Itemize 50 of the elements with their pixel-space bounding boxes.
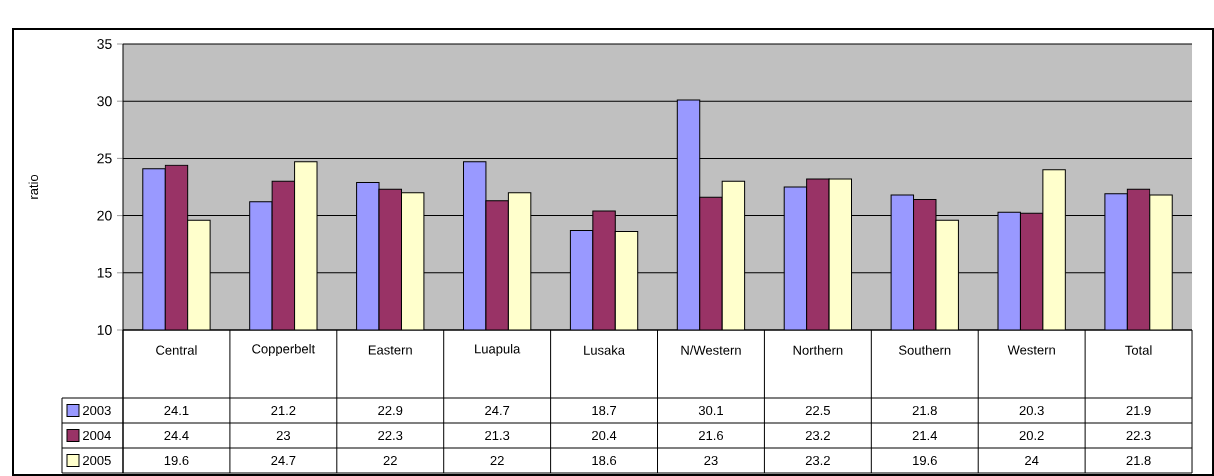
data-label: 22 bbox=[383, 455, 397, 466]
data-label: 20.2 bbox=[1019, 430, 1044, 441]
x-tick-label: Central bbox=[156, 345, 197, 355]
data-label: 18.7 bbox=[592, 405, 617, 416]
data-label: 20.3 bbox=[1019, 405, 1044, 416]
legend-label: 2003 bbox=[83, 405, 111, 416]
data-label: 20.4 bbox=[592, 430, 617, 441]
data-label: 21.8 bbox=[1126, 455, 1151, 466]
data-label: 22.3 bbox=[1126, 430, 1151, 441]
data-label: 30.1 bbox=[698, 405, 723, 416]
data-label: 24.7 bbox=[271, 455, 296, 466]
x-tick-label: Lusaka bbox=[584, 345, 625, 355]
y-tick-label: 20 bbox=[97, 210, 112, 221]
data-label: 23 bbox=[704, 455, 718, 466]
x-tick-label: Eastern bbox=[368, 345, 412, 355]
data-label: 22.9 bbox=[378, 405, 403, 416]
data-label: 23.2 bbox=[805, 455, 830, 466]
data-label: 21.9 bbox=[1126, 405, 1151, 416]
x-tick-label: Luapula bbox=[475, 343, 521, 357]
data-label: 21.4 bbox=[912, 430, 938, 441]
data-label: 24.1 bbox=[164, 405, 189, 416]
legend-label: 2005 bbox=[83, 455, 111, 466]
y-tick-label: 10 bbox=[97, 325, 112, 335]
data-label: 21.3 bbox=[485, 430, 510, 441]
data-label: 22 bbox=[490, 455, 504, 466]
data-label: 23 bbox=[276, 430, 291, 441]
data-label: 19.6 bbox=[913, 455, 937, 466]
x-tick-label: Western bbox=[1007, 345, 1055, 355]
data-label: 22.5 bbox=[805, 405, 830, 416]
data-label: 21.8 bbox=[912, 405, 937, 416]
data-label: 19.6 bbox=[164, 455, 189, 466]
data-label: 24 bbox=[1025, 455, 1039, 466]
data-label: 21.2 bbox=[271, 405, 296, 416]
legend-label: 2004 bbox=[83, 430, 111, 441]
y-tick-label: 30 bbox=[97, 96, 112, 107]
data-label: 24.7 bbox=[485, 405, 510, 416]
x-tick-label: Northern bbox=[793, 345, 843, 355]
x-tick-label: Total bbox=[1125, 345, 1152, 355]
x-tick-label: Southern bbox=[898, 345, 951, 355]
data-label: 24.4 bbox=[164, 430, 189, 441]
y-tick-label: 35 bbox=[97, 39, 112, 49]
x-tick-label: N/Western bbox=[681, 345, 741, 355]
y-tick-label: 25 bbox=[97, 153, 112, 164]
data-label: 18.6 bbox=[592, 455, 617, 466]
y-tick-label: 15 bbox=[97, 267, 112, 278]
data-label: 21.6 bbox=[698, 430, 724, 441]
x-tick-label: Copperbelt bbox=[252, 343, 316, 357]
data-label: 22.3 bbox=[378, 430, 403, 441]
y-axis-title: ratio bbox=[28, 174, 39, 199]
data-label: 23.2 bbox=[805, 430, 830, 441]
